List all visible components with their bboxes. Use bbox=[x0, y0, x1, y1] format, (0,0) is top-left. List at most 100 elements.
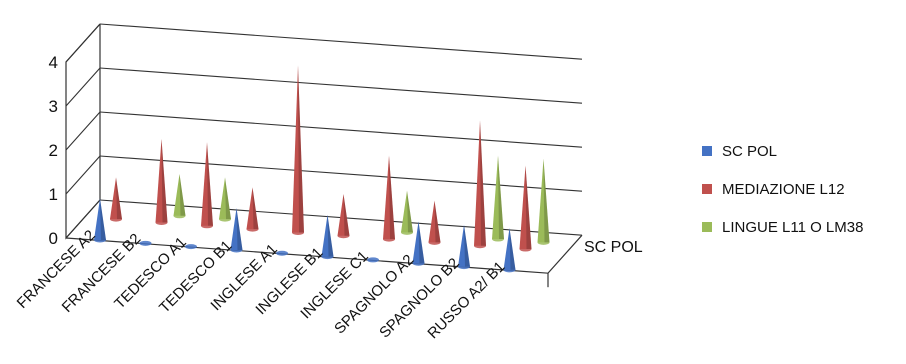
y-tick-label: 2 bbox=[49, 141, 58, 160]
cone-shade bbox=[543, 158, 550, 243]
cone-base bbox=[412, 260, 425, 266]
gridlines bbox=[65, 23, 583, 239]
legend-label: MEDIAZIONE L12 bbox=[722, 181, 845, 198]
cone-shade bbox=[525, 165, 532, 250]
cone-base bbox=[474, 243, 486, 249]
cone-body bbox=[401, 190, 413, 233]
cone-base bbox=[428, 239, 441, 245]
cone-base bbox=[537, 239, 550, 245]
cone bbox=[337, 193, 350, 239]
side-gridline-4 bbox=[65, 23, 101, 63]
legend-swatch bbox=[702, 184, 712, 194]
cone-body bbox=[110, 177, 122, 220]
side-gridline-2 bbox=[65, 111, 101, 151]
legend: SC POL MEDIAZIONE L12 LINGUE L11 O LM38 bbox=[702, 143, 863, 236]
cone-base bbox=[230, 247, 243, 253]
cone-base bbox=[401, 229, 413, 235]
cone-base bbox=[246, 226, 259, 232]
cone-base bbox=[155, 219, 168, 225]
y-tick-label: 3 bbox=[49, 97, 58, 116]
cone-shade bbox=[509, 228, 516, 270]
y-tick-label: 0 bbox=[49, 229, 58, 248]
cone-base bbox=[292, 229, 304, 235]
cone-shade bbox=[100, 198, 106, 240]
cone-base bbox=[503, 267, 516, 273]
cone-shade bbox=[207, 142, 213, 226]
cone bbox=[537, 158, 550, 245]
cone-shade bbox=[407, 190, 413, 233]
cone bbox=[139, 240, 152, 246]
cone-base bbox=[185, 244, 197, 250]
cone bbox=[474, 120, 486, 249]
cone-body bbox=[292, 65, 304, 233]
cone bbox=[321, 214, 334, 260]
legend-swatch bbox=[702, 146, 712, 156]
cone-body bbox=[458, 224, 470, 267]
cone bbox=[458, 224, 470, 270]
cone-body bbox=[519, 165, 532, 250]
y-axis-ticks: 0 1 2 3 4 bbox=[49, 53, 58, 248]
cone bbox=[367, 257, 379, 263]
y-tick-label: 4 bbox=[49, 53, 58, 72]
cone-body bbox=[492, 155, 504, 240]
cone-shade bbox=[161, 138, 168, 223]
cone-base bbox=[383, 236, 395, 242]
cone-body bbox=[321, 214, 334, 257]
cone bbox=[492, 155, 504, 242]
cone bbox=[401, 190, 413, 235]
cone bbox=[219, 177, 231, 222]
cone-body bbox=[201, 142, 213, 226]
legend-label: SC POL bbox=[722, 143, 777, 160]
cone bbox=[383, 155, 395, 242]
side-gridline-0 bbox=[65, 199, 101, 239]
legend-swatch bbox=[702, 222, 712, 232]
side-gridline-3 bbox=[65, 67, 101, 107]
cone-body bbox=[503, 228, 516, 270]
data-cones bbox=[94, 65, 550, 273]
cone-base bbox=[276, 250, 288, 256]
cone-body bbox=[230, 208, 243, 250]
cone-base bbox=[367, 257, 379, 263]
cone-base bbox=[173, 213, 186, 219]
cone bbox=[519, 165, 532, 252]
cone-shade bbox=[327, 214, 334, 257]
cone-shade bbox=[225, 177, 231, 220]
cone bbox=[246, 187, 259, 232]
cone-shade bbox=[179, 174, 186, 216]
cone bbox=[173, 174, 186, 219]
cone-shade bbox=[252, 187, 259, 230]
cone-shade bbox=[418, 221, 425, 264]
legend-label: LINGUE L11 O LM38 bbox=[722, 219, 863, 236]
cone-body bbox=[219, 177, 231, 220]
cone-body bbox=[246, 187, 259, 230]
cone bbox=[201, 142, 213, 229]
cone-shade bbox=[480, 120, 486, 246]
cone-base bbox=[321, 254, 334, 260]
cone-body bbox=[412, 221, 425, 264]
cone-shade bbox=[434, 200, 441, 243]
cone-body bbox=[428, 200, 441, 243]
gridline-4 bbox=[99, 23, 583, 60]
cone-base bbox=[219, 216, 231, 222]
cone bbox=[185, 244, 197, 250]
side-gridline-1 bbox=[65, 155, 101, 195]
cone-body bbox=[155, 138, 168, 223]
cone-shade bbox=[389, 155, 395, 240]
gridline-3 bbox=[99, 67, 583, 104]
cone-body bbox=[474, 120, 486, 246]
gridline-2 bbox=[99, 111, 583, 148]
cone bbox=[110, 177, 122, 222]
cone-base bbox=[94, 237, 106, 243]
cone-body bbox=[337, 193, 350, 236]
cone-shade bbox=[116, 177, 122, 220]
cone-body bbox=[537, 158, 550, 243]
cone-shade bbox=[236, 208, 243, 250]
cone-body bbox=[173, 174, 186, 216]
cone-base bbox=[201, 223, 213, 229]
cone bbox=[155, 138, 168, 225]
cone-shade bbox=[464, 224, 470, 267]
cone bbox=[276, 250, 288, 256]
cone-body bbox=[383, 155, 395, 240]
cone bbox=[428, 200, 441, 245]
